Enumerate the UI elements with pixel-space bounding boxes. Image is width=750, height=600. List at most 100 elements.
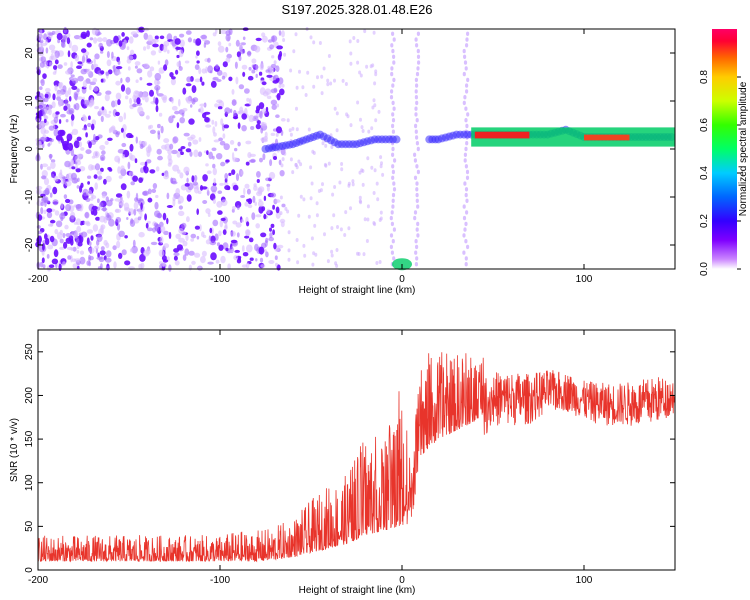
speckle-point bbox=[365, 239, 369, 243]
speckle-point bbox=[262, 35, 268, 43]
speckle-point bbox=[157, 60, 161, 65]
streak-point bbox=[465, 123, 469, 129]
speckle-point bbox=[329, 81, 333, 86]
speckle-point bbox=[48, 44, 56, 51]
speckle-point bbox=[90, 235, 94, 241]
speckle-point bbox=[40, 193, 46, 197]
speckle-point bbox=[97, 252, 100, 258]
speckle-point bbox=[172, 136, 179, 144]
speckle-point bbox=[309, 196, 313, 201]
speckle-point bbox=[70, 172, 77, 180]
speckle-point bbox=[57, 99, 62, 107]
speckle-point bbox=[158, 67, 165, 74]
y-tick-label: 50 bbox=[24, 520, 35, 532]
speckle-point bbox=[194, 78, 201, 83]
streak-point bbox=[466, 244, 470, 250]
speckle-point bbox=[137, 216, 142, 221]
streak-point bbox=[391, 204, 395, 209]
speckle-point bbox=[174, 260, 180, 266]
streak-point bbox=[392, 227, 396, 232]
speckle-point bbox=[139, 111, 145, 115]
speckle-point bbox=[130, 218, 134, 225]
speckle-point bbox=[139, 161, 147, 166]
speckle-point bbox=[255, 123, 261, 130]
speckle-point bbox=[130, 181, 135, 186]
streak-point bbox=[414, 37, 418, 42]
speckle-point bbox=[186, 76, 192, 83]
streak-point bbox=[415, 135, 419, 140]
speckle-point bbox=[46, 166, 52, 171]
speckle-point bbox=[178, 210, 185, 217]
speckle-point bbox=[142, 141, 148, 147]
speckle-point bbox=[205, 239, 211, 245]
speckle-point bbox=[154, 35, 159, 40]
x-tick-label: -100 bbox=[210, 575, 230, 586]
x-tick-label: -200 bbox=[28, 274, 48, 285]
streak-point bbox=[389, 95, 394, 100]
x-tick-label: -100 bbox=[210, 274, 230, 285]
speckle-point bbox=[321, 141, 325, 146]
speckle-point bbox=[136, 198, 144, 202]
speckle-point bbox=[100, 115, 104, 123]
streak-point bbox=[466, 31, 470, 36]
speckle-point bbox=[331, 192, 335, 197]
streak-point bbox=[462, 100, 466, 106]
speckle-point bbox=[232, 206, 236, 210]
speckle-point bbox=[220, 199, 228, 207]
speckle-point bbox=[123, 202, 130, 211]
speckle-point bbox=[103, 216, 108, 224]
speckle-point bbox=[135, 136, 138, 144]
y-tick-label: 0 bbox=[24, 146, 35, 152]
speckle-point bbox=[55, 220, 63, 228]
speckle-point bbox=[147, 144, 152, 152]
speckle-point bbox=[206, 170, 212, 175]
speckle-point bbox=[320, 74, 324, 79]
streak-point bbox=[464, 221, 468, 227]
speckle-point bbox=[245, 140, 252, 145]
speckle-point bbox=[363, 29, 367, 34]
speckle-point bbox=[39, 86, 43, 90]
streak-point bbox=[413, 175, 418, 180]
speckle-point bbox=[213, 139, 220, 143]
speckle-point bbox=[283, 151, 287, 156]
streak-point bbox=[463, 227, 467, 232]
speckle-point bbox=[193, 38, 197, 44]
speckle-point bbox=[219, 182, 224, 186]
speckle-point bbox=[149, 169, 156, 174]
speckle-point bbox=[268, 260, 275, 264]
speckle-point bbox=[112, 245, 117, 251]
x-tick-label: 0 bbox=[399, 274, 405, 285]
speckle-point bbox=[166, 33, 173, 41]
speckle-point bbox=[99, 144, 106, 151]
speckle-point bbox=[125, 87, 131, 95]
speckle-point bbox=[371, 105, 375, 110]
streak-point bbox=[466, 112, 470, 117]
speckle-point bbox=[105, 250, 112, 258]
speckle-point bbox=[143, 165, 147, 171]
speckle-point bbox=[111, 51, 114, 59]
speckle-point bbox=[52, 93, 56, 101]
speckle-point bbox=[214, 120, 218, 127]
speckle-point bbox=[312, 151, 316, 155]
speckle-point bbox=[58, 82, 62, 88]
speckle-point bbox=[58, 263, 62, 272]
speckle-point bbox=[381, 172, 385, 177]
speckle-point bbox=[182, 240, 188, 247]
snr-x-label: Height of straight line (km) bbox=[299, 585, 416, 596]
streak-point bbox=[415, 118, 419, 123]
speckle-point bbox=[166, 205, 173, 208]
speckle-point bbox=[320, 91, 324, 96]
speckle-point bbox=[256, 179, 260, 183]
speckle-point bbox=[372, 98, 376, 103]
snr-frame bbox=[37, 329, 676, 571]
speckle-point bbox=[157, 123, 161, 129]
speckle-point bbox=[79, 250, 85, 255]
streak-point bbox=[415, 256, 419, 261]
speckle-point bbox=[80, 31, 88, 39]
speckle-point bbox=[269, 44, 274, 50]
speckle-point bbox=[217, 210, 223, 215]
speckle-point bbox=[194, 225, 200, 230]
speckle-point bbox=[64, 98, 69, 107]
speckle-point bbox=[106, 59, 112, 67]
snr-x-ticks: -200 -100 0 100 bbox=[28, 330, 593, 586]
